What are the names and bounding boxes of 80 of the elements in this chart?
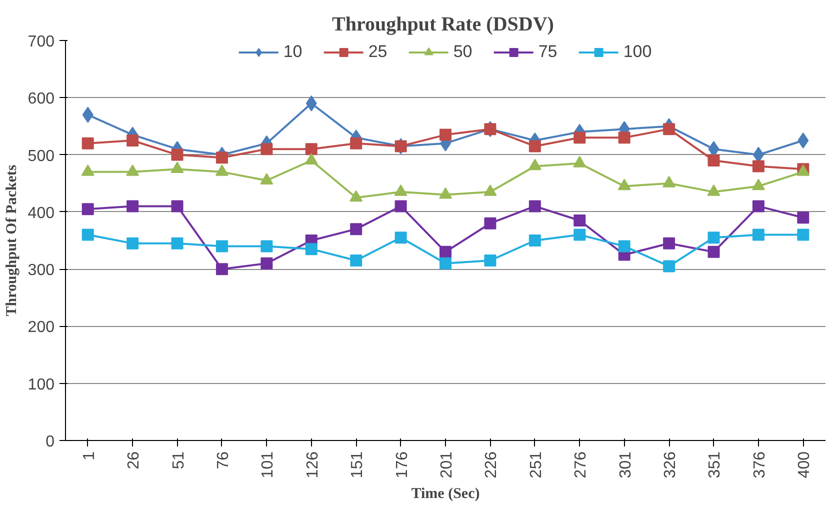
point: [350, 223, 362, 236]
y-tick-label: 700: [28, 34, 55, 50]
y-tick-label: 200: [28, 319, 55, 336]
point: [440, 246, 452, 258]
x-tick-label: 301: [617, 451, 634, 478]
y-tick-label: 300: [28, 262, 55, 280]
point: [126, 134, 139, 146]
point: [708, 154, 720, 166]
point: [574, 132, 586, 144]
x-tick-label: 326: [662, 451, 680, 478]
point: [305, 243, 318, 256]
point: [126, 237, 139, 250]
x-tick-label: 51: [170, 451, 188, 470]
chart-title: Throughput Rate (DSDV): [332, 14, 554, 36]
x-tick-label: 351: [706, 451, 724, 478]
point: [260, 257, 273, 270]
point: [528, 200, 541, 212]
point: [797, 212, 810, 224]
point: [126, 200, 139, 212]
point: [216, 240, 228, 252]
legend-label: 100: [623, 42, 652, 62]
point: [574, 214, 586, 226]
point: [440, 257, 452, 270]
x-tick-label: 226: [483, 451, 500, 478]
point: [708, 232, 720, 244]
x-tick-label: 176: [394, 451, 411, 478]
legend-label: 10: [283, 42, 304, 62]
x-tick-label: 151: [349, 451, 366, 478]
point: [528, 234, 541, 246]
x-tick-label: 251: [528, 451, 545, 478]
point: [798, 132, 809, 148]
x-tick-label: 101: [260, 451, 277, 478]
point: [752, 160, 764, 172]
point: [797, 228, 810, 241]
point: [82, 137, 94, 150]
x-tick-label: 126: [304, 451, 322, 478]
point: [528, 140, 541, 152]
point: [260, 143, 273, 156]
point: [82, 203, 94, 216]
point: [82, 228, 94, 241]
point: [708, 246, 720, 258]
legend-label: 50: [453, 42, 474, 62]
point: [171, 200, 184, 212]
point: [305, 143, 318, 156]
point: [752, 228, 764, 241]
point: [484, 254, 496, 266]
x-tick-label: 26: [126, 451, 143, 470]
y-tick-label: 500: [28, 148, 55, 165]
point: [663, 123, 676, 136]
y-tick-label: 100: [28, 376, 55, 394]
point: [574, 228, 586, 241]
x-tick-label: 201: [438, 451, 456, 478]
x-tick-label: 1: [80, 451, 98, 460]
point: [440, 128, 452, 141]
point: [618, 132, 630, 144]
point: [171, 148, 184, 161]
point: [216, 263, 228, 276]
x-tick-label: 276: [572, 451, 590, 478]
legend-label: 75: [538, 42, 558, 62]
point: [663, 237, 676, 250]
x-tick-label: 76: [214, 451, 232, 470]
point: [171, 237, 184, 250]
y-tick-label: 400: [28, 204, 55, 222]
y-axis-title: Throughput Of Packets: [4, 164, 20, 316]
point: [216, 152, 228, 164]
point: [260, 240, 273, 252]
x-tick-label: 400: [796, 451, 814, 478]
y-tick-label: 600: [28, 90, 55, 108]
point: [484, 217, 496, 230]
y-tick-label: 0: [46, 434, 55, 450]
point: [394, 232, 407, 244]
point: [394, 200, 407, 212]
point: [350, 137, 362, 150]
x-axis-title: Time (Sec): [411, 486, 480, 502]
x-tick-label: 376: [751, 451, 768, 478]
point: [618, 240, 630, 252]
point: [663, 260, 676, 272]
point: [752, 200, 764, 212]
point: [350, 254, 362, 266]
legend-label: 25: [368, 42, 388, 62]
